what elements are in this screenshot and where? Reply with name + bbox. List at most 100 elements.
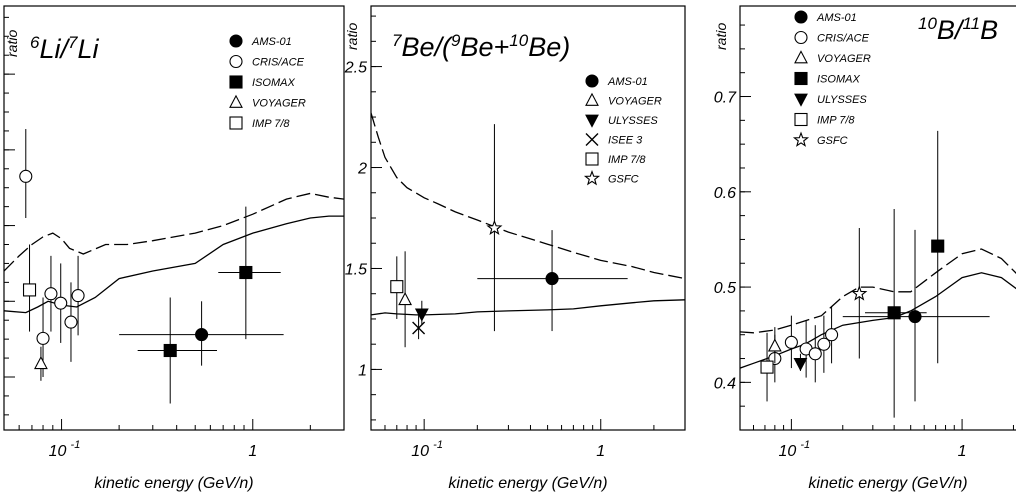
x-tick-label: 10 xyxy=(411,443,429,460)
data-point-ulysses xyxy=(414,308,429,322)
legend-marker xyxy=(794,93,808,107)
x-tick-label: 10 xyxy=(49,443,67,460)
panel-title: 7Be/(9Be+10Be) xyxy=(392,31,570,62)
model-curve-dashed xyxy=(740,248,1016,334)
legend-marker xyxy=(585,133,599,146)
data-points xyxy=(760,130,990,418)
title-text: Be) xyxy=(528,32,570,62)
legend-label: ULYSSES xyxy=(608,115,658,127)
chart-panel-3: 0.4 0.5 0.6 0.7 10 -1 1 kinetic energy (GeV/n) r… xyxy=(713,5,1016,492)
y-tick-label: 2.5 xyxy=(344,60,367,77)
x-axis-label: kinetic energy (GeV/n) xyxy=(448,475,607,492)
legend-marker xyxy=(794,71,808,86)
data-point-cris-ace xyxy=(825,328,839,342)
title-superscript: 7 xyxy=(68,33,78,52)
x-tick-label-exponent: -1 xyxy=(800,439,810,451)
data-point-cris-ace xyxy=(19,169,33,183)
data-points xyxy=(390,124,628,348)
legend-label: AMS-01 xyxy=(251,36,292,48)
data-point-isomax xyxy=(887,306,901,320)
legend-label: GSFC xyxy=(608,174,639,186)
legend-marker xyxy=(229,34,243,48)
x-tick-label-exponent: -1 xyxy=(71,439,81,451)
data-point-cris-ace xyxy=(71,289,85,303)
y-axis-label: ratio xyxy=(4,30,20,57)
x-tick-label: 1 xyxy=(596,443,605,460)
legend-marker xyxy=(794,50,808,64)
legend-marker xyxy=(229,75,243,89)
legend-label: GSFC xyxy=(817,135,848,147)
legend-marker xyxy=(794,10,808,24)
data-point-isomax xyxy=(931,239,945,253)
legend-marker xyxy=(792,131,810,147)
legend-label: CRIS/ACE xyxy=(252,57,305,69)
legend-label: ISEE 3 xyxy=(608,135,643,147)
legend-marker xyxy=(583,170,601,186)
data-point-ulysses xyxy=(793,357,808,372)
legend-label: AMS-01 xyxy=(816,12,857,24)
legend-marker xyxy=(794,112,808,127)
title-text: B/ xyxy=(937,15,965,45)
legend-marker xyxy=(585,74,599,88)
y-tick-label: 0.7 xyxy=(714,90,737,107)
x-tick-label-exponent: -1 xyxy=(433,439,443,451)
y-axis-label: ratio xyxy=(713,23,729,50)
legend-marker xyxy=(794,30,808,45)
legend-marker xyxy=(229,54,243,69)
title-text: Be/( xyxy=(401,32,454,62)
model-curve-dashed xyxy=(4,192,344,272)
chart-panel-2: 1 1.5 2 2.5 10 -1 1 kinetic energy (GeV/n) ratio… xyxy=(344,5,686,492)
y-axis-label: ratio xyxy=(344,23,360,50)
legend-label: VOYAGER xyxy=(817,53,871,65)
legend-marker xyxy=(585,114,599,128)
legend-marker xyxy=(585,92,599,106)
x-tick-label: 10 xyxy=(778,443,796,460)
data-point-cris-ace xyxy=(817,337,831,351)
data-point-voyager xyxy=(34,355,48,370)
legend-label: CRIS/ACE xyxy=(817,33,870,45)
legend-label: ISOMAX xyxy=(817,74,860,86)
data-point-gsfc xyxy=(486,219,503,235)
legend-label: AMS-01 xyxy=(607,76,648,88)
data-point-ams-01 xyxy=(195,328,209,342)
data-point-gsfc xyxy=(851,285,868,301)
title-text: Li xyxy=(77,34,99,64)
x-tick-label: 1 xyxy=(248,443,257,460)
legend-marker xyxy=(585,152,599,166)
data-point-cris-ace xyxy=(64,315,78,329)
title-superscript: 10 xyxy=(918,14,937,33)
title-superscript: 6 xyxy=(30,33,40,52)
data-point-imp-7-8 xyxy=(22,283,37,297)
data-point-isomax xyxy=(239,265,253,280)
data-points xyxy=(19,129,284,404)
y-tick-label: 0.6 xyxy=(714,185,736,202)
data-point-cris-ace xyxy=(54,296,68,310)
title-text: Li/ xyxy=(39,34,70,64)
title-text: Be+ xyxy=(460,32,509,62)
legend-label: IMP 7/8 xyxy=(817,115,855,127)
data-point-voyager xyxy=(767,338,782,352)
legend-label: VOYAGER xyxy=(252,98,306,110)
data-point-cris-ace xyxy=(784,335,798,349)
legend-label: ISOMAX xyxy=(252,77,295,89)
panel-title: 10B/11B xyxy=(918,14,998,45)
model-curves xyxy=(740,248,1016,369)
title-text: B xyxy=(980,15,998,45)
model-curve-solid xyxy=(371,299,685,316)
legend-label: IMP 7/8 xyxy=(252,118,290,130)
y-tick-label: 2 xyxy=(357,161,367,178)
legend: AMS-01 CRIS/ACE ISOMAX VOYAGER IMP 7/8 xyxy=(229,34,306,130)
data-point-cris-ace xyxy=(44,287,58,301)
data-point-voyager xyxy=(398,291,413,306)
legend-marker xyxy=(229,94,243,108)
model-curve-solid xyxy=(740,272,1016,369)
legend-label: ULYSSES xyxy=(817,94,867,106)
data-point-ams-01 xyxy=(545,272,559,286)
data-point-imp-7-8 xyxy=(760,360,774,374)
y-tick-label: 1 xyxy=(358,362,367,379)
data-point-isee-3 xyxy=(412,321,426,335)
panel-title: 6Li/7Li xyxy=(30,33,99,64)
title-superscript: 7 xyxy=(392,31,402,50)
